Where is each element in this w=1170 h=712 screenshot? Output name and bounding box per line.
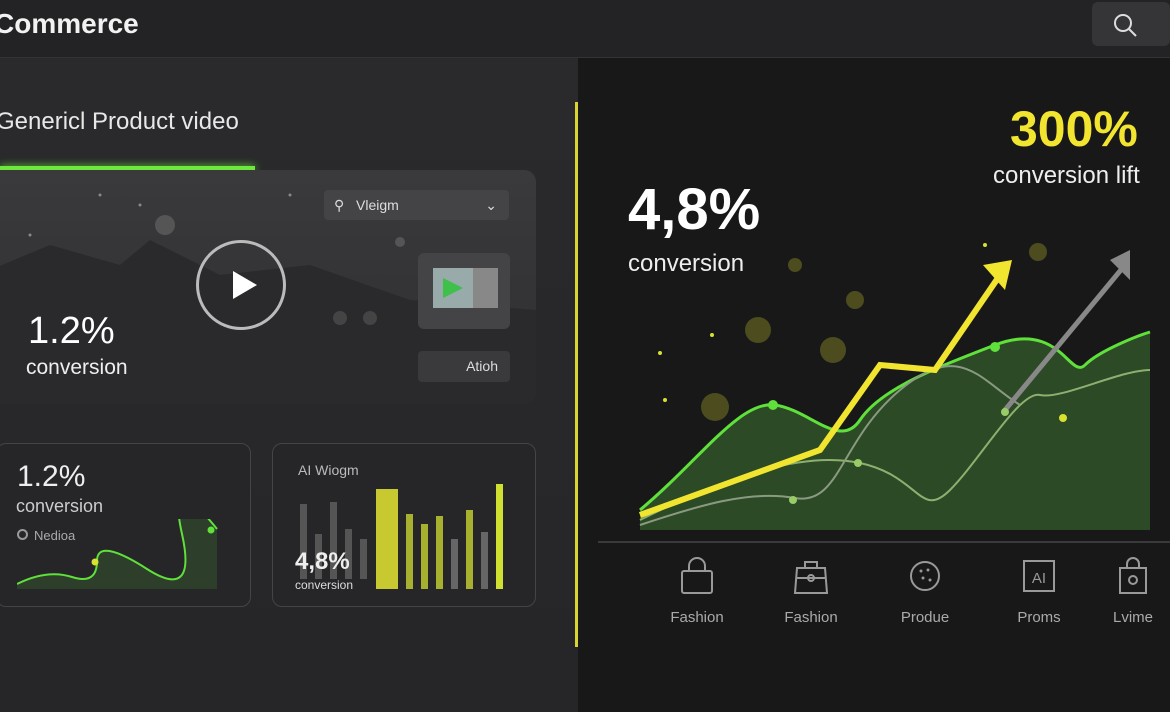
divider	[575, 102, 578, 647]
hero-stat-value: 1.2%	[28, 310, 115, 352]
lift-label: conversion lift	[993, 162, 1140, 189]
category-item-proms[interactable]: AI Proms	[982, 556, 1096, 636]
card-stat-value: 4,8%	[295, 548, 350, 575]
play-icon	[233, 271, 257, 299]
dropdown-value: Vleigm	[356, 197, 399, 213]
play-button[interactable]	[196, 240, 286, 330]
card-title: AI Wiogm	[298, 462, 359, 478]
action-button[interactable]: Atioh	[418, 351, 510, 382]
mini-bar-chart	[300, 484, 503, 589]
category-label: Fashion	[670, 609, 724, 626]
svg-text:AI: AI	[1032, 570, 1046, 587]
view-dropdown[interactable]: ⚲ Vleigm ⌄	[324, 190, 509, 220]
product-icon	[910, 561, 940, 591]
category-item-lvime[interactable]: Lvime	[1096, 556, 1170, 636]
category-label: Produe	[900, 609, 950, 626]
handbag-icon	[793, 561, 829, 594]
shopping-bag-icon	[1119, 557, 1147, 594]
circle-icon	[17, 529, 28, 540]
category-item-produe[interactable]: Produe	[868, 556, 982, 636]
category-label: Lvime	[1112, 609, 1153, 626]
main-stat-label: conversion	[628, 250, 745, 277]
video-thumbnail[interactable]	[418, 253, 510, 329]
category-label: Proms	[1017, 609, 1061, 626]
section-title: Genericl Product video	[0, 108, 239, 135]
main-growth-chart	[638, 243, 1151, 530]
search-icon: ⚲	[334, 197, 345, 213]
lift-value: 300%	[1010, 101, 1138, 157]
card-stat-value: 1.2%	[17, 460, 86, 493]
legend-label: Nedioa	[34, 528, 76, 543]
right-panel	[578, 58, 1170, 712]
ai-icon: AI	[1023, 560, 1055, 592]
hero-stat-label: conversion	[26, 356, 128, 379]
video-card: ⚲ Vleigm ⌄ Atioh 1.2% conversion	[0, 170, 536, 404]
ai-card: AI Wiogm 4,8% conversion	[272, 443, 536, 607]
video-icon	[433, 268, 498, 308]
conversion-card: 1.2% conversion Nedioa	[0, 443, 251, 607]
category-label: Fashion	[784, 609, 838, 626]
top-bar: Commerce	[0, 0, 1170, 58]
progress-bar	[0, 166, 255, 170]
legend-item: Nedioa	[17, 528, 75, 543]
mountain-background	[0, 193, 536, 404]
category-item-fashion[interactable]: Fashion	[754, 556, 868, 636]
bag-icon	[681, 557, 713, 594]
main-stat-value: 4,8%	[628, 177, 761, 242]
chart-baseline	[598, 541, 1170, 543]
mini-line-chart	[17, 519, 218, 589]
card-stat-label: conversion	[16, 496, 104, 516]
category-bar: Fashion Fashion Produe AI Proms Lvime	[640, 556, 1170, 636]
chevron-down-icon: ⌄	[485, 197, 497, 213]
category-item-fashion[interactable]: Fashion	[640, 556, 754, 636]
search-button[interactable]	[1092, 2, 1170, 46]
card-stat-label: conversion	[295, 578, 354, 592]
app-title: Commerce	[0, 8, 139, 39]
search-icon	[1114, 14, 1137, 37]
